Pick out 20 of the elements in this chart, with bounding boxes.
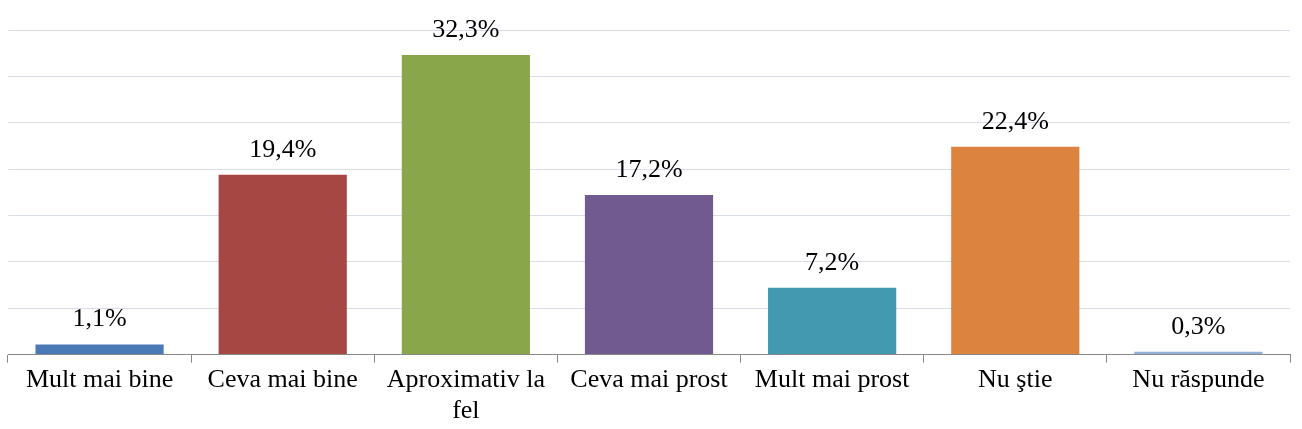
data-label: 17,2%: [615, 153, 683, 183]
data-label: 0,3%: [1171, 310, 1226, 340]
x-tick-label: Nu răspunde: [1132, 364, 1265, 394]
x-tick-label: Aproximativ la fel: [386, 364, 546, 425]
bar: [768, 287, 897, 355]
bar: [218, 174, 347, 355]
x-tick-label: Mult mai bine: [25, 364, 174, 394]
x-tick-label: Ceva mai prost: [570, 364, 729, 394]
bar: [401, 55, 530, 355]
bar: [584, 195, 714, 355]
data-label: 22,4%: [981, 105, 1049, 135]
data-label: 32,3%: [432, 13, 500, 43]
data-label: 7,2%: [805, 246, 860, 276]
x-tick-label: Nu ştie: [978, 364, 1053, 394]
bar: [35, 344, 164, 355]
bar: [951, 146, 1080, 355]
data-label: 19,4%: [249, 133, 317, 163]
data-label: 1,1%: [72, 303, 127, 333]
x-tick-label: Ceva mai bine: [207, 364, 358, 394]
x-tick-label: Mult mai prost: [754, 364, 911, 394]
